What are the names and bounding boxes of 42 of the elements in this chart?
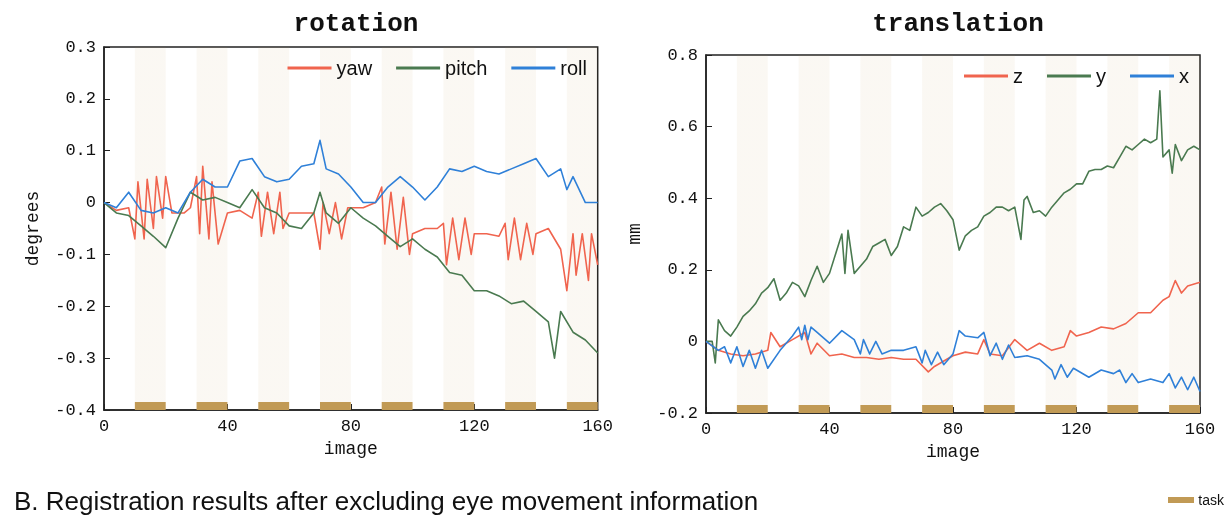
x-tick-label: 40 xyxy=(819,420,840,439)
y-axis-title: degrees xyxy=(23,190,43,267)
x-tick-label: 0 xyxy=(700,420,712,439)
y-tick-label: 0.6 xyxy=(667,117,698,137)
x-tick-label: 80 xyxy=(942,420,964,439)
y-tick-label: -0.3 xyxy=(55,348,96,368)
legend-label: pitch xyxy=(445,57,488,79)
line-series xyxy=(103,139,599,214)
text: task xyxy=(1198,492,1224,508)
x-tick-label: 160 xyxy=(1184,420,1216,439)
legend-label: roll xyxy=(560,57,587,79)
legend-label: x xyxy=(1179,65,1189,87)
text: B. Registration results after excluding eye movement information xyxy=(14,486,759,517)
x-tick-label: 120 xyxy=(458,417,490,436)
y-tick-label: 0 xyxy=(85,193,96,213)
x-tick-label: 40 xyxy=(217,417,238,436)
x-tick-label: 0 xyxy=(98,417,110,436)
y-tick-label: -0.4 xyxy=(55,400,96,420)
y-axis-title: mm xyxy=(625,223,645,245)
y-tick-label: -0.1 xyxy=(55,244,96,264)
legend-label: y xyxy=(1096,65,1106,87)
chart-title: translation xyxy=(872,9,1044,39)
line-series xyxy=(103,188,599,359)
y-tick-label: 0.3 xyxy=(65,37,96,57)
y-tick-label: 0.1 xyxy=(65,141,96,161)
y-tick-label: 0 xyxy=(687,331,698,351)
line-series xyxy=(705,90,1201,364)
chart-title: rotation xyxy=(293,9,419,39)
y-tick-label: 0.4 xyxy=(667,188,698,208)
legend-label: z xyxy=(1013,65,1023,87)
y-tick-label: -0.2 xyxy=(55,296,96,316)
y-tick-label: 0.8 xyxy=(667,45,698,65)
legend-label: yaw xyxy=(336,57,373,79)
x-tick-label: 120 xyxy=(1061,420,1092,439)
x-tick-label: 160 xyxy=(582,417,613,436)
y-tick-label: 0.2 xyxy=(65,89,96,109)
x-axis-title: image xyxy=(323,439,378,459)
x-tick-label: 80 xyxy=(340,417,362,436)
line-series xyxy=(705,324,1201,393)
y-tick-label: 0.2 xyxy=(667,260,698,280)
x-axis-title: image xyxy=(925,442,981,462)
y-tick-label: -0.2 xyxy=(657,403,698,423)
